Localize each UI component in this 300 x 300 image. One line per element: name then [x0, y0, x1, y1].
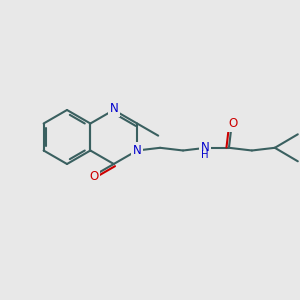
Text: O: O: [228, 117, 237, 130]
Text: H: H: [201, 150, 209, 160]
Text: O: O: [89, 170, 98, 183]
Text: N: N: [201, 141, 209, 154]
Text: N: N: [133, 144, 142, 157]
Text: N: N: [110, 102, 118, 115]
